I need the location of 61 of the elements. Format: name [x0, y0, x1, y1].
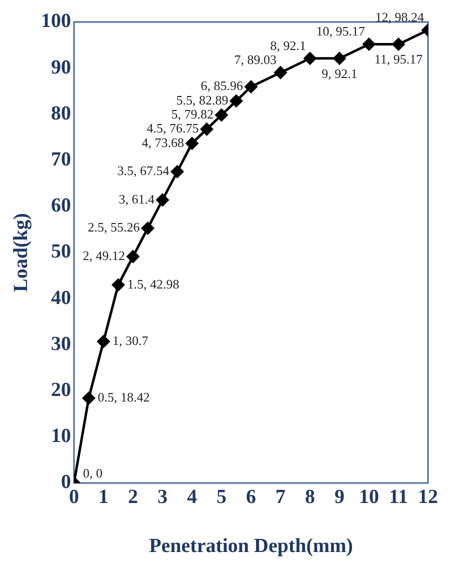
point [112, 278, 124, 292]
data-label: 9, 92.1 [322, 66, 358, 81]
point [215, 108, 228, 122]
x-tick-label: 2 [128, 486, 138, 508]
data-label: 11, 95.17 [374, 52, 424, 67]
x-tick-label: 8 [305, 486, 315, 508]
x-tick-label: 12 [418, 486, 438, 508]
x-tick-label: 9 [334, 486, 344, 508]
x-tick-label: 10 [359, 486, 379, 508]
x-tick-label: 11 [389, 486, 408, 508]
data-label: 8, 92.1 [270, 38, 306, 53]
y-tick-label: 0 [61, 471, 71, 494]
point [244, 80, 258, 93]
point [97, 335, 110, 348]
point [186, 137, 198, 150]
x-tick-label: 5 [216, 486, 226, 508]
data-label: 7, 89.03 [234, 52, 276, 67]
x-axis-title: Penetration Depth(mm) [149, 535, 353, 558]
data-label: 12, 98.24 [375, 10, 424, 25]
x-tick-label: 7 [276, 486, 286, 508]
data-label: 5, 79.82 [171, 106, 214, 122]
data-label: 4, 73.68 [142, 134, 184, 150]
point [304, 52, 316, 65]
data-label: 6, 85.96 [200, 78, 244, 94]
y-tick-label: 80 [51, 102, 71, 124]
y-tick-label: 30 [51, 332, 71, 355]
point [156, 194, 169, 206]
x-tick-label: 1 [98, 486, 108, 508]
x-tick-label: 4 [187, 486, 197, 508]
data-label: 3, 61.4 [118, 191, 155, 206]
point [171, 165, 184, 178]
data-label: 5.5, 82.89 [176, 92, 228, 108]
data-label: 1.5, 42.98 [127, 276, 180, 292]
y-tick-label: 60 [51, 194, 71, 217]
y-tick-label: 50 [51, 240, 71, 263]
data-label: 10, 95.17 [316, 24, 366, 39]
point [230, 94, 242, 108]
y-tick-label: 90 [51, 56, 71, 78]
point [362, 38, 376, 51]
data-label: 3.5, 67.54 [117, 163, 170, 178]
point [274, 66, 287, 79]
y-axis-title: Load(kg) [10, 213, 32, 292]
y-tick-label: 40 [51, 286, 71, 309]
data-label: 4.5, 76.75 [146, 120, 199, 136]
point [392, 38, 405, 51]
y-tick-label: 70 [51, 148, 71, 170]
y-tick-label: 10 [51, 425, 71, 448]
data-label: 1, 30.7 [112, 332, 149, 348]
y-tick-label: 20 [51, 378, 71, 401]
point [126, 250, 140, 263]
point [200, 122, 213, 136]
data-label: 0, 0 [83, 465, 102, 480]
x-tick-label: 6 [246, 486, 256, 508]
x-tick-label: 3 [158, 486, 168, 508]
data-label: 0.5, 18.42 [98, 390, 150, 405]
y-tick-label: 100 [41, 10, 71, 32]
data-label: 2, 49.12 [82, 248, 125, 263]
point [142, 222, 154, 234]
data-label: 2.5, 55.26 [88, 220, 140, 235]
point [333, 52, 346, 65]
point [82, 392, 95, 404]
